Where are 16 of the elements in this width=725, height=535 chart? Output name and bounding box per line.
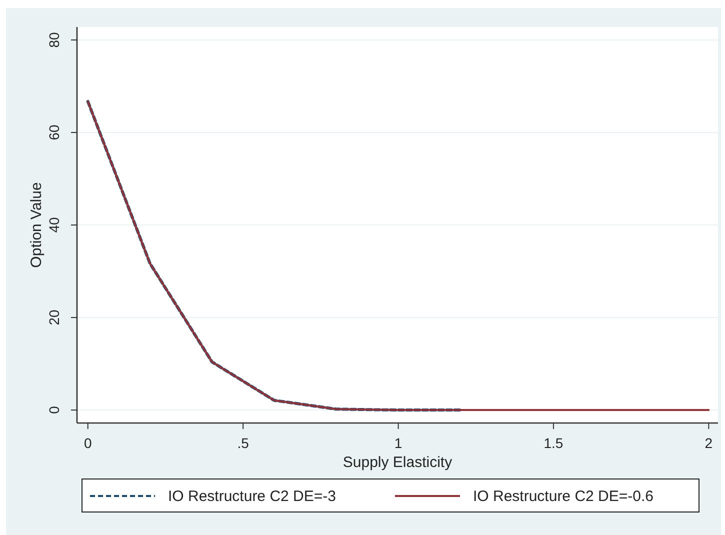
y-tick-label: 60 (46, 124, 62, 140)
legend-label: IO Restructure C2 DE=-3 (168, 488, 336, 505)
x-tick-label: .5 (237, 435, 250, 451)
x-tick-label: 2 (704, 435, 713, 451)
x-tick-label: 1.5 (544, 435, 564, 451)
legend-label: IO Restructure C2 DE=-0.6 (473, 488, 654, 505)
x-axis-title: Supply Elasticity (342, 454, 453, 471)
x-tick-label: 0 (84, 435, 92, 451)
y-tick-label: 80 (46, 32, 62, 48)
y-axis-title: Option Value (28, 182, 45, 268)
y-tick-label: 0 (46, 406, 62, 414)
y-tick-label: 20 (46, 310, 62, 326)
line-series (86, 100, 462, 412)
x-tick-label: 1 (394, 435, 402, 451)
y-tick-label: 40 (46, 217, 62, 233)
line-series (86, 100, 710, 412)
